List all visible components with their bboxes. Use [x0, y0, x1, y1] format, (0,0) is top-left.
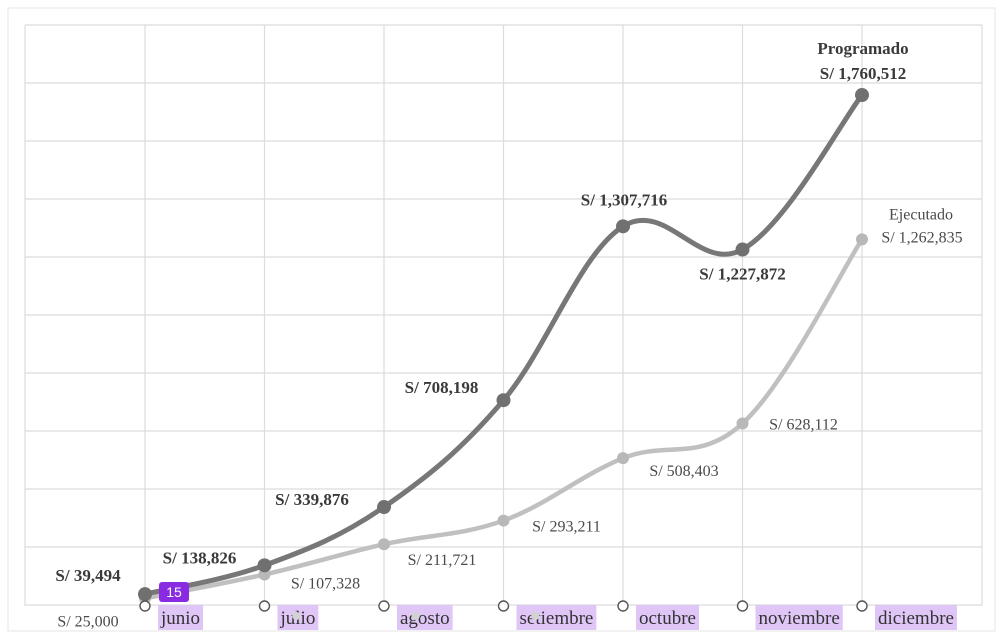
count-badge — [159, 582, 189, 602]
chart-frame — [7, 7, 996, 632]
category-highlight — [636, 605, 699, 630]
category-highlight — [755, 605, 843, 630]
category-label-octubre: octubre — [639, 608, 696, 629]
label-programado-octubre: S/ 1,307,716 — [581, 190, 667, 209]
point-programado-junio — [138, 587, 152, 602]
category-highlight — [397, 605, 453, 630]
point-programado-octubre — [616, 219, 630, 234]
drag-dot-icon — [411, 612, 420, 620]
label-programado-noviembre: S/ 1,227,872 — [699, 265, 785, 284]
label-programado-junio: S/ 39,494 — [55, 566, 121, 585]
point-ejecutado-noviembre — [736, 417, 749, 430]
label-ejecutado-agosto: S/ 211,721 — [408, 552, 477, 569]
category-axis: juniojulioagostosetiembreoctubrenoviembr… — [139, 582, 957, 630]
point-ejecutado-diciembre — [856, 233, 868, 246]
category-label-diciembre: diciembre — [878, 608, 954, 629]
point-programado-julio — [257, 558, 272, 573]
data-labels: S/ 39,494 S/ 138,826 S/ 339,876 S/ 708,198 S… — [55, 39, 962, 630]
label-ejecutado-diciembre: S/ 1,262,835 — [881, 229, 962, 246]
ring-handle-icon[interactable] — [497, 600, 510, 612]
point-ejecutado-octubre — [617, 452, 629, 465]
point-programado-setiembre — [496, 393, 511, 408]
label-ejecutado-octubre: S/ 508,403 — [649, 463, 718, 480]
category-highlight — [516, 605, 597, 630]
point-programado-agosto — [377, 500, 391, 515]
category-label-junio: junio — [160, 608, 200, 629]
label-programado-setiembre: S/ 708,198 — [405, 378, 479, 397]
category-label-agosto: agosto — [400, 608, 450, 629]
data-points — [138, 88, 869, 605]
point-ejecutado-setiembre — [497, 514, 510, 527]
label-ejecutado-junio: S/ 25,000 — [57, 613, 118, 630]
ring-handle-icon[interactable] — [856, 600, 868, 612]
count-badge-text: 15 — [166, 584, 182, 600]
category-label-setiembre: setiembre — [520, 608, 594, 629]
label-ejecutado-noviembre: S/ 628,112 — [769, 416, 838, 433]
drag-dot-icon — [531, 612, 540, 620]
point-programado-diciembre — [855, 88, 869, 103]
label-ejecutado-setiembre: S/ 293,211 — [532, 519, 601, 536]
label-programado-julio: S/ 138,826 — [163, 548, 237, 567]
series-name-ejecutado: Ejecutado — [889, 206, 953, 223]
ring-handle-icon[interactable] — [378, 600, 390, 612]
ring-handle-icon[interactable] — [617, 600, 629, 612]
ring-handle-icon[interactable] — [139, 600, 151, 612]
drag-dot-icon — [292, 612, 301, 620]
category-label-noviembre: noviembre — [759, 608, 840, 629]
category-highlight — [158, 605, 204, 630]
label-ejecutado-julio: S/ 107,328 — [291, 575, 360, 592]
category-highlight — [875, 605, 957, 630]
point-ejecutado-agosto — [378, 538, 390, 551]
label-programado-diciembre: S/ 1,760,512 — [820, 64, 906, 83]
series-name-programado: Programado — [817, 39, 908, 58]
ring-handle-icon[interactable] — [736, 600, 749, 612]
point-programado-noviembre — [735, 242, 750, 257]
label-programado-agosto: S/ 339,876 — [275, 490, 349, 509]
ring-handle-icon[interactable] — [258, 600, 271, 612]
